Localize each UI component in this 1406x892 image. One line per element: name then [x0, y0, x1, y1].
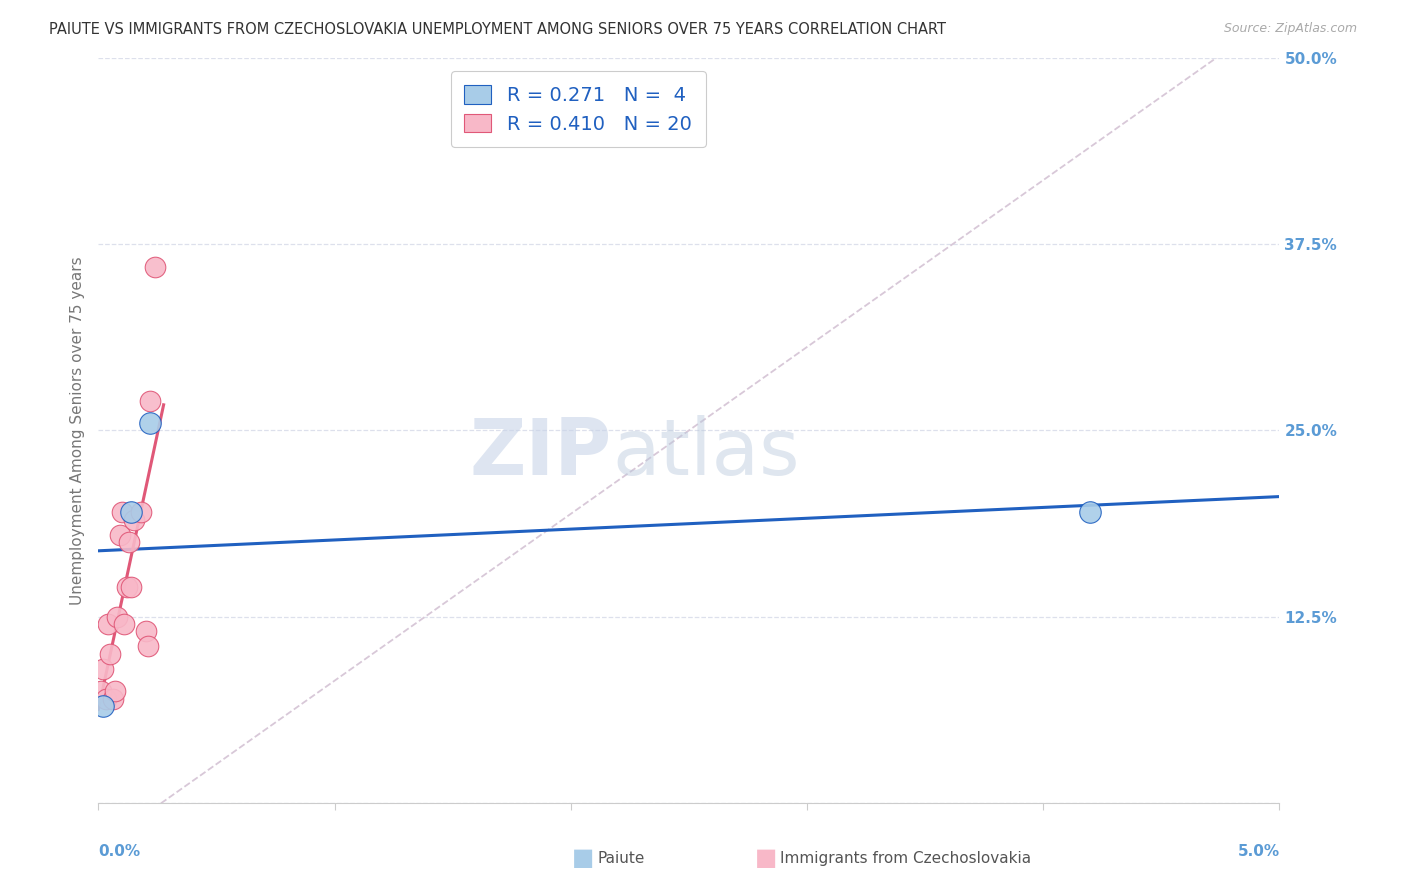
Point	[101, 691, 124, 706]
Text: 5.0%: 5.0%	[1237, 844, 1279, 859]
Point	[104, 684, 127, 698]
Point	[1080, 505, 1102, 519]
Point	[135, 624, 157, 639]
Point	[112, 617, 135, 632]
Point	[91, 662, 114, 676]
Text: ■: ■	[572, 847, 595, 870]
Point	[139, 416, 162, 430]
Point	[143, 260, 166, 274]
Y-axis label: Unemployment Among Seniors over 75 years: Unemployment Among Seniors over 75 years	[69, 256, 84, 605]
Legend: R = 0.271   N =  4, R = 0.410   N = 20: R = 0.271 N = 4, R = 0.410 N = 20	[451, 71, 706, 147]
Text: ZIP: ZIP	[470, 415, 612, 491]
Point	[90, 684, 112, 698]
Point	[91, 698, 114, 713]
Text: PAIUTE VS IMMIGRANTS FROM CZECHOSLOVAKIA UNEMPLOYMENT AMONG SENIORS OVER 75 YEAR: PAIUTE VS IMMIGRANTS FROM CZECHOSLOVAKIA…	[49, 22, 946, 37]
Point	[118, 535, 141, 549]
Point	[136, 640, 159, 654]
Point	[108, 527, 131, 541]
Text: Source: ZipAtlas.com: Source: ZipAtlas.com	[1223, 22, 1357, 36]
Text: ■: ■	[755, 847, 778, 870]
Point	[105, 609, 128, 624]
Text: atlas: atlas	[612, 415, 800, 491]
Point	[129, 505, 152, 519]
Point	[122, 513, 145, 527]
Point	[139, 393, 162, 408]
Text: Immigrants from Czechoslovakia: Immigrants from Czechoslovakia	[780, 851, 1032, 865]
Text: Paiute: Paiute	[598, 851, 645, 865]
Point	[98, 647, 121, 661]
Point	[94, 691, 117, 706]
Point	[115, 580, 138, 594]
Text: 0.0%: 0.0%	[98, 844, 141, 859]
Point	[111, 505, 134, 519]
Point	[121, 580, 143, 594]
Point	[121, 505, 143, 519]
Point	[97, 617, 120, 632]
